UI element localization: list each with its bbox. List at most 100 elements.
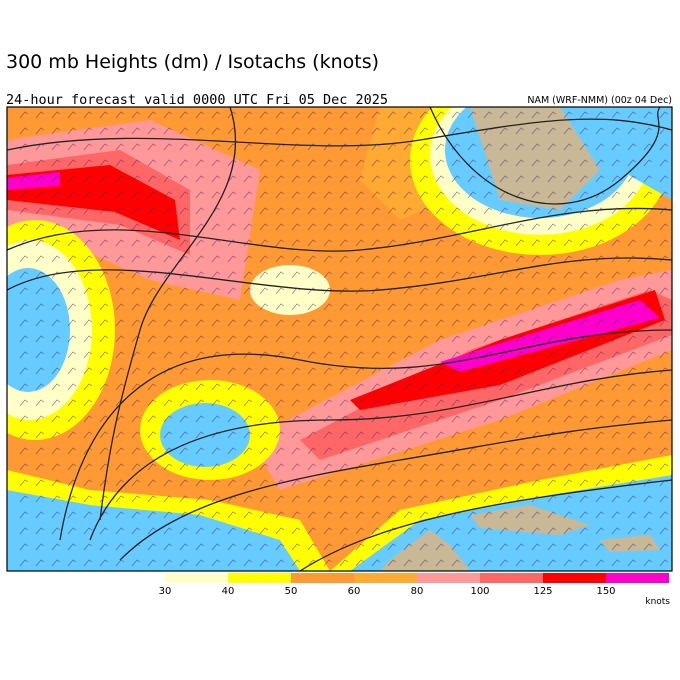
wind-barb: [19, 399, 29, 407]
wind-barb: [659, 319, 669, 327]
wind-barb: [195, 127, 205, 135]
wind-barb: [483, 287, 493, 295]
wind-barb: [99, 431, 109, 439]
wind-barb: [371, 559, 381, 567]
wind-barb: [211, 207, 221, 215]
wind-barb: [627, 287, 637, 295]
wind-barb: [499, 143, 509, 151]
wind-barb: [387, 239, 397, 247]
wind-barb: [227, 111, 237, 119]
wind-barb: [563, 287, 573, 295]
wind-barb: [35, 175, 45, 183]
land: [600, 535, 660, 552]
wind-barb: [131, 319, 141, 327]
wind-barb: [435, 271, 445, 279]
wind-barb: [435, 447, 445, 455]
wind-barb: [115, 463, 125, 471]
wind-barb: [595, 175, 605, 183]
wind-barb: [147, 127, 157, 135]
wind-barb: [547, 287, 557, 295]
wind-barb: [291, 287, 301, 295]
wind-barb: [115, 255, 125, 263]
wind-barb: [371, 415, 381, 423]
wind-barb: [371, 287, 381, 295]
wind-barb: [291, 527, 301, 535]
wind-barb: [611, 223, 621, 231]
wind-barb: [627, 319, 637, 327]
wind-barb: [259, 271, 269, 279]
wind-barb: [595, 143, 605, 151]
wind-barb: [35, 191, 45, 199]
wind-barb: [211, 175, 221, 183]
wind-barb: [115, 447, 125, 455]
wind-barb: [291, 511, 301, 519]
wind-barb: [307, 351, 317, 359]
wind-barb: [275, 207, 285, 215]
wind-barb: [307, 479, 317, 487]
wind-barb: [243, 447, 253, 455]
wind-barb: [611, 559, 621, 567]
wind-barb: [643, 495, 653, 503]
wind-barb: [451, 559, 461, 567]
wind-barb: [435, 335, 445, 343]
wind-barb: [499, 511, 509, 519]
wind-barb: [35, 111, 45, 119]
wind-barb: [579, 383, 589, 391]
wind-barb: [259, 351, 269, 359]
wind-barb: [147, 399, 157, 407]
wind-barb: [99, 543, 109, 551]
wind-barb: [115, 175, 125, 183]
wind-barb: [19, 447, 29, 455]
wind-barb: [323, 527, 333, 535]
wind-barb: [467, 511, 477, 519]
wind-barb: [99, 383, 109, 391]
wind-barb: [595, 367, 605, 375]
wind-barb: [563, 111, 573, 119]
wind-barb: [419, 255, 429, 263]
wind-barb: [403, 271, 413, 279]
wind-barb: [307, 287, 317, 295]
wind-barb: [211, 463, 221, 471]
wind-barb: [355, 415, 365, 423]
wind-barb: [323, 255, 333, 263]
wind-barb: [371, 527, 381, 535]
wind-barb: [563, 335, 573, 343]
wind-barb: [403, 239, 413, 247]
wind-barb: [371, 271, 381, 279]
wind-barb: [99, 207, 109, 215]
wind-barb: [131, 351, 141, 359]
wind-barb: [547, 415, 557, 423]
low-wind-area: [7, 490, 300, 571]
model-label: NAM (WRF-NMM) (00z 04 Dec): [527, 95, 672, 106]
colorbar-segment: [417, 573, 480, 583]
wind-barb: [371, 431, 381, 439]
wind-barb: [179, 543, 189, 551]
wind-barb: [323, 271, 333, 279]
wind-barb: [579, 463, 589, 471]
wind-barb: [659, 527, 669, 535]
wind-barb: [339, 399, 349, 407]
wind-barb: [147, 463, 157, 471]
wind-barb: [371, 463, 381, 471]
wind-barb: [339, 335, 349, 343]
wind-barb: [243, 223, 253, 231]
wind-barb: [595, 239, 605, 247]
wind-barb: [355, 367, 365, 375]
wind-barb: [371, 511, 381, 519]
wind-barb: [339, 175, 349, 183]
wind-barb: [99, 527, 109, 535]
wind-barb: [579, 335, 589, 343]
wind-barb: [115, 143, 125, 151]
wind-barb: [35, 399, 45, 407]
wind-barb: [67, 143, 77, 151]
wind-barb: [611, 287, 621, 295]
wind-barb: [323, 543, 333, 551]
wind-barb: [547, 527, 557, 535]
wind-barb: [627, 447, 637, 455]
wind-barb: [483, 431, 493, 439]
wind-barb: [339, 191, 349, 199]
wind-barb: [179, 175, 189, 183]
wind-barb: [579, 143, 589, 151]
wind-barb: [627, 463, 637, 471]
wind-barb: [195, 463, 205, 471]
